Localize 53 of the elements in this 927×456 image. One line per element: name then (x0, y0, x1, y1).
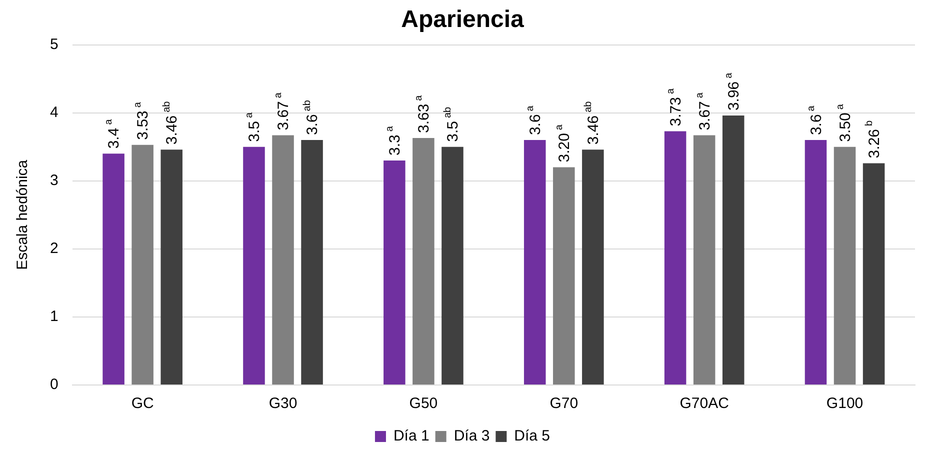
y-tick-label: 1 (50, 308, 58, 326)
x-tick-label: G70AC (680, 395, 730, 412)
y-tick-label: 3 (50, 172, 58, 190)
bar (582, 150, 604, 384)
bar (243, 146, 265, 384)
data-label: 3.6a (524, 105, 544, 136)
data-label: 3.53a (132, 102, 152, 140)
bar (412, 138, 434, 384)
data-label: 3.96a (723, 72, 742, 111)
data-label: 3.4a (104, 118, 123, 149)
data-label: 3.50a (834, 104, 854, 142)
x-tick-label: G50 (409, 395, 438, 412)
bar (301, 140, 323, 384)
bar (524, 140, 546, 384)
data-label: 3.20a (554, 124, 573, 162)
legend-label: Día 3 (454, 428, 490, 445)
bar (102, 154, 124, 384)
bar (442, 146, 464, 384)
x-tick-label: G30 (268, 395, 298, 412)
y-tick-label: 2 (50, 240, 58, 258)
data-label: 3.63a (413, 94, 432, 134)
data-label: 3.46ab (582, 100, 602, 145)
bar (693, 135, 716, 384)
data-label: 3.67a (273, 92, 292, 130)
data-label: 3.73a (665, 88, 684, 126)
x-tick-label: G100 (826, 395, 864, 412)
y-axis-title: Escala hedónica (14, 159, 32, 270)
bar (132, 144, 154, 384)
legend-label: Día 5 (514, 428, 550, 445)
data-label: 3.67a (694, 92, 714, 130)
bar (664, 131, 686, 384)
x-tick-label: GC (131, 395, 154, 412)
bar (804, 140, 827, 384)
y-tick-label: 5 (50, 36, 58, 53)
bar (553, 167, 575, 384)
chart-title: Apariencia (401, 6, 525, 34)
legend-label: Día 1 (393, 428, 430, 445)
x-tick-label: G70 (550, 395, 578, 412)
data-label: 3.6ab (302, 100, 322, 136)
bar (722, 116, 744, 384)
bar (272, 135, 294, 384)
y-tick-label: 4 (50, 104, 58, 121)
bar (384, 160, 406, 384)
data-label: 3.5a (244, 112, 263, 142)
bar (862, 163, 885, 384)
data-label: 3.6a (806, 105, 825, 136)
data-label: 3.3a (384, 126, 404, 156)
bar (160, 150, 182, 384)
bar (834, 146, 856, 384)
data-label: 3.5ab (442, 106, 462, 142)
data-label: 3.26b (864, 120, 883, 158)
y-tick-label: 0 (50, 376, 58, 394)
data-label: 3.46ab (162, 100, 181, 145)
